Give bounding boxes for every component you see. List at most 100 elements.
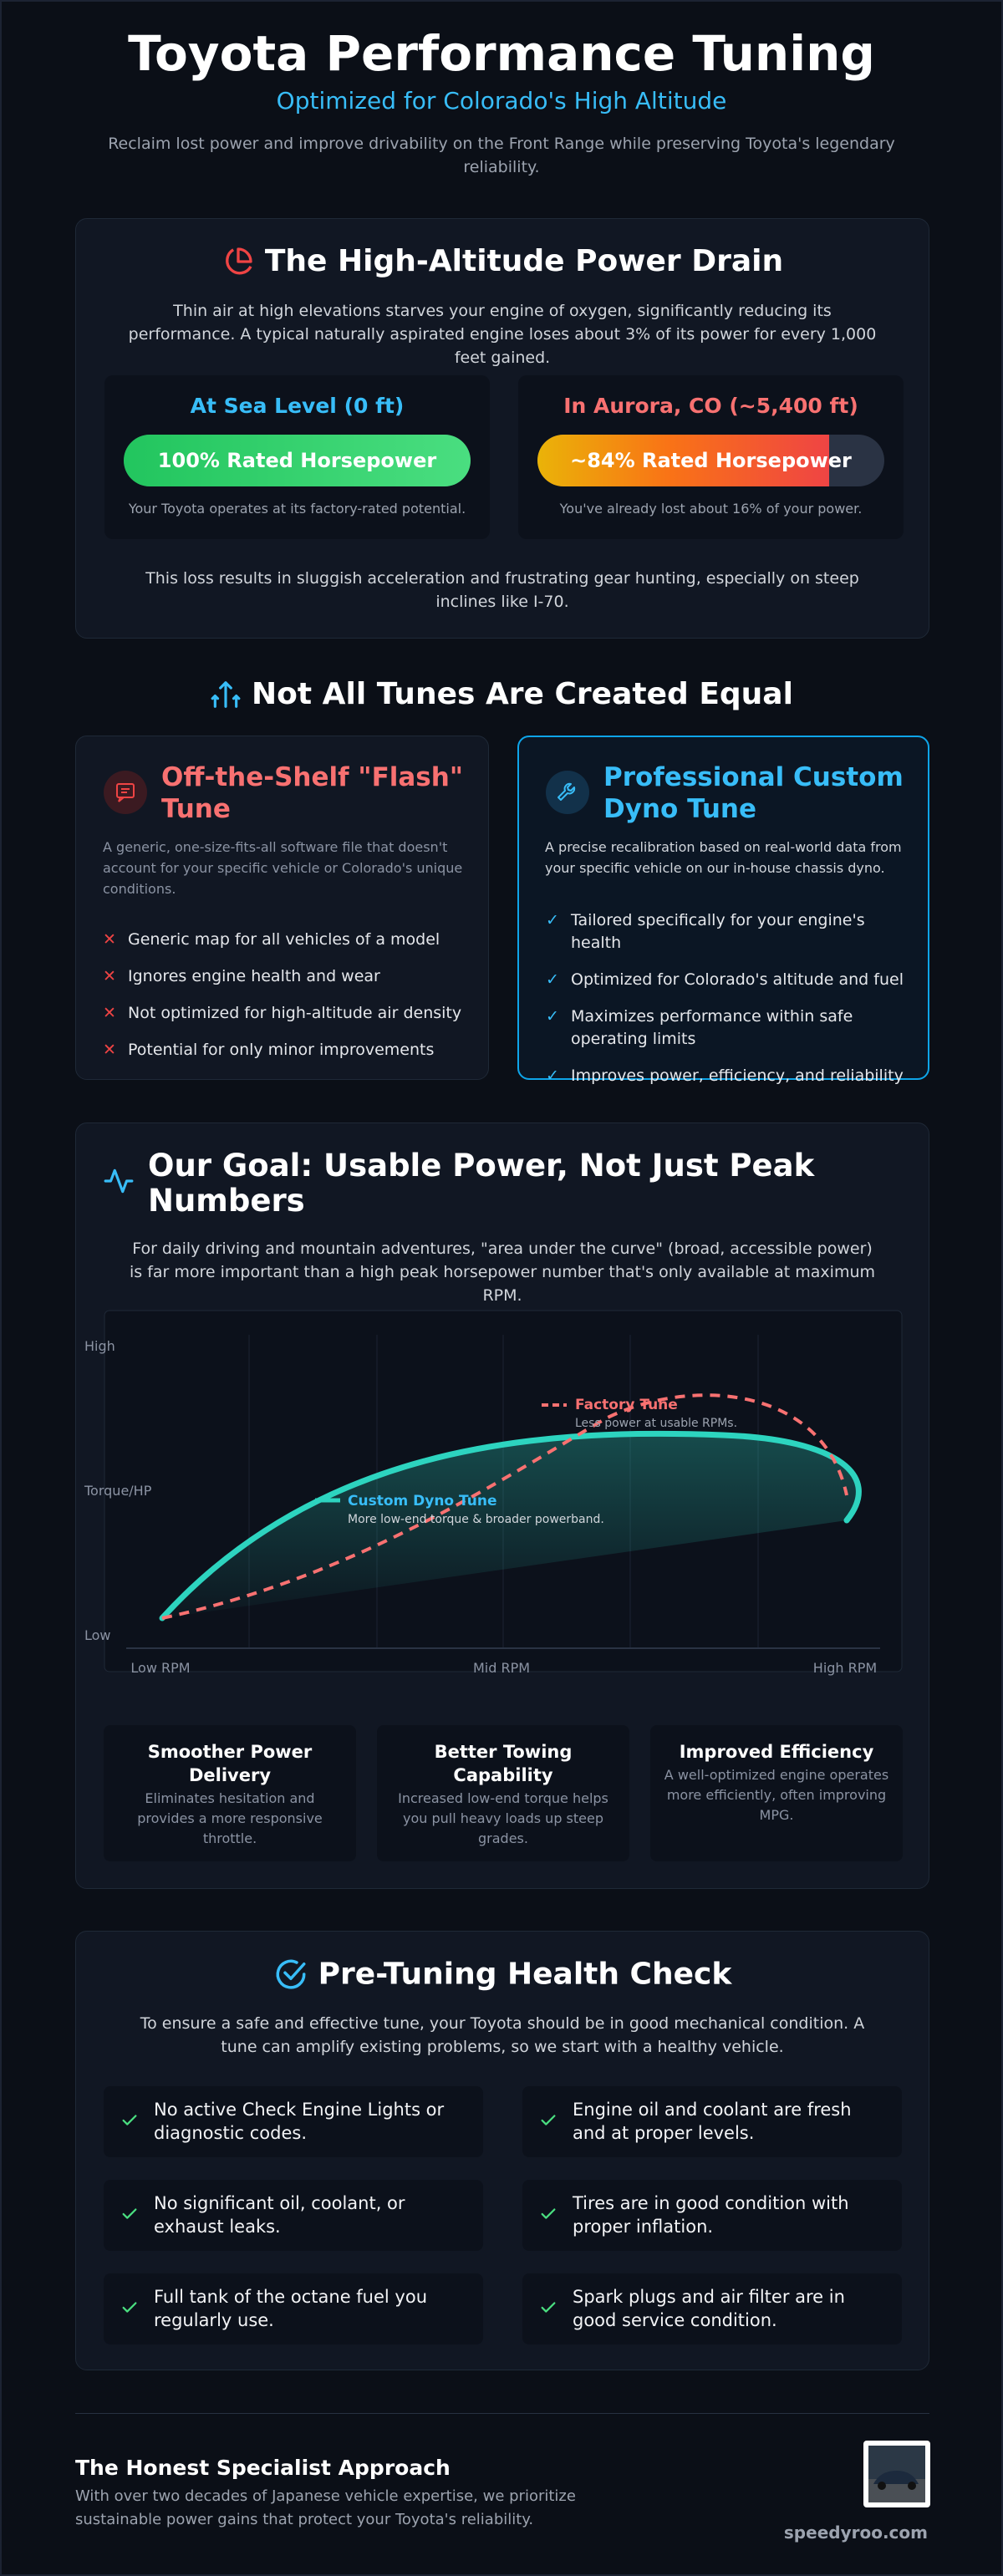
- list-item: ✕ Potential for only minor improvements: [103, 1039, 471, 1061]
- check-text: No active Check Engine Lights or diagnos…: [154, 2100, 445, 2143]
- list-item: ✕ Not optimized for high-altitude air den…: [103, 1002, 471, 1025]
- tunes-heading: Not All Tunes Are Created Equal: [2, 677, 1001, 711]
- legend-label: Custom Dyno Tune: [348, 1493, 497, 1509]
- item-text: Tailored specifically for your engine's …: [571, 911, 865, 952]
- check-icon: [122, 2115, 137, 2125]
- card-description: A generic, one-size-fits-all software fi…: [103, 839, 463, 897]
- legend-note: Less power at usable RPMs.: [575, 1417, 737, 1430]
- cross-icon: ✕: [103, 930, 116, 949]
- benefit-box: Smoother Power Delivery Eliminates hesita…: [104, 1725, 356, 1861]
- benefit-text: Increased low-end torque helps you pull …: [398, 1790, 608, 1846]
- section-intro: For daily driving and mountain adventure…: [129, 1240, 876, 1305]
- power-bar: 100% Rated Horsepower: [124, 435, 471, 486]
- health-heading: Pre-Tuning Health Check: [76, 1957, 929, 1992]
- cross-icon: ✕: [103, 967, 116, 985]
- check-circle-icon: [276, 1959, 306, 1989]
- area-under-curve: [162, 1433, 859, 1618]
- check-text: Engine oil and coolant are fresh and at …: [573, 2100, 852, 2143]
- power-bar-fill: [537, 435, 829, 486]
- card-title: Professional Custom Dyno Tune: [603, 762, 904, 824]
- item-text: Maximizes performance within safe operat…: [571, 1007, 853, 1048]
- y-label: Low: [84, 1627, 111, 1643]
- legend-label: Factory Tune: [575, 1397, 678, 1413]
- check-icon: [541, 2302, 556, 2313]
- card-description: A precise recalibration based on real-wo…: [545, 839, 902, 876]
- check-icon: ✓: [546, 911, 559, 929]
- item-text: Potential for only minor improvements: [128, 1041, 435, 1059]
- legend-note: More low-end torque & broader powerband.: [348, 1513, 604, 1526]
- check-icon: ✓: [546, 1067, 559, 1085]
- bar-label: 100% Rated Horsepower: [157, 449, 437, 472]
- box-note: You've already lost about 16% of your po…: [559, 501, 863, 517]
- benefit-text: A well-optimized engine operates more ef…: [664, 1767, 889, 1823]
- list-item: ✕ Ignores engine health and wear: [103, 965, 471, 988]
- x-label: High RPM: [813, 1660, 877, 1676]
- power-bar-fill: [124, 435, 471, 486]
- power-drain-card: The High-Altitude Power Drain Thin air a…: [75, 218, 929, 639]
- divider: [75, 2413, 929, 2414]
- check-text: Spark plugs and air filter are in good s…: [573, 2287, 845, 2330]
- benefit-title: Improved Efficiency: [679, 1742, 874, 1762]
- power-bar: ~84% Rated Horsepower: [537, 435, 884, 486]
- section-title: Pre-Tuning Health Check: [318, 1957, 732, 1992]
- bar-label: ~84% Rated Horsepower: [570, 449, 852, 472]
- factory-curve: [161, 1393, 848, 1620]
- chat-icon: [104, 771, 147, 814]
- footer-text: With over two decades of Japanese vehicl…: [75, 2487, 576, 2528]
- box-label: At Sea Level (0 ft): [190, 394, 405, 418]
- custom-tune-card: Professional Custom Dyno Tune A precise …: [517, 736, 929, 1085]
- check-item: Full tank of the octane fuel you regular…: [104, 2273, 483, 2344]
- wrench-icon: [546, 771, 589, 814]
- list-item: ✓ Optimized for Colorado's altitude and f…: [546, 969, 911, 991]
- check-icon: ✓: [546, 970, 559, 989]
- list-item: ✓ Improves power, efficiency, and reliabi…: [546, 1065, 911, 1087]
- section-intro: To ensure a safe and effective tune, you…: [140, 2014, 865, 2056]
- list-item: ✓ Tailored specifically for your engine's…: [546, 909, 911, 955]
- list-item: ✕ Generic map for all vehicles of a model: [103, 929, 471, 951]
- benefit-title: Smoother Power Delivery: [147, 1742, 313, 1785]
- activity-icon: [104, 1168, 134, 1194]
- x-label: Mid RPM: [473, 1660, 530, 1676]
- y-label: Torque/HP: [84, 1483, 152, 1499]
- pie-icon: [225, 247, 252, 274]
- check-item: Spark plugs and air filter are in good s…: [522, 2273, 902, 2344]
- check-icon: [541, 2115, 556, 2125]
- check-icon: ✓: [546, 1007, 559, 1026]
- section-intro: Thin air at high elevations starves your…: [128, 302, 877, 367]
- page-subtitle: Optimized for Colorado's High Altitude: [276, 87, 727, 115]
- check-item: Engine oil and coolant are fresh and at …: [522, 2086, 902, 2157]
- x-label: Low RPM: [130, 1660, 190, 1676]
- page-title: Toyota Performance Tuning: [128, 25, 875, 82]
- check-item: No active Check Engine Lights or diagnos…: [104, 2086, 483, 2157]
- benefit-text: Eliminates hesitation and provides a mor…: [137, 1790, 323, 1846]
- item-text: Improves power, efficiency, and reliabil…: [571, 1067, 904, 1085]
- box-note: Your Toyota operates at its factory-rate…: [128, 501, 466, 517]
- page-description: Reclaim lost power and improve drivabili…: [108, 135, 895, 176]
- aurora-box: In Aurora, CO (~5,400 ft) ~84% Rated Hor…: [518, 375, 904, 539]
- section-title: Our Goal: Usable Power, Not Just Peak Nu…: [148, 1148, 815, 1219]
- item-text: Not optimized for high-altitude air dens…: [128, 1004, 462, 1022]
- benefit-box: Better Towing Capability Increased low-en…: [377, 1725, 629, 1861]
- section-title: The High-Altitude Power Drain: [264, 244, 784, 278]
- section-title: Not All Tunes Are Created Equal: [252, 677, 793, 711]
- box-label: In Aurora, CO (~5,400 ft): [563, 394, 858, 418]
- benefit-box: Improved Efficiency A well-optimized engi…: [650, 1725, 903, 1861]
- cross-icon: ✕: [103, 1041, 116, 1059]
- check-text: No significant oil, coolant, or exhaust …: [154, 2193, 405, 2237]
- check-icon: [541, 2208, 556, 2219]
- check-icon: [122, 2208, 137, 2219]
- power-drain-heading: The High-Altitude Power Drain: [76, 244, 929, 278]
- y-label: High: [84, 1338, 115, 1354]
- compare-icon: [211, 680, 241, 708]
- check-text: Full tank of the octane fuel you regular…: [154, 2287, 428, 2330]
- check-text: Tires are in good condition with proper …: [573, 2193, 849, 2237]
- logo-photo: [863, 2441, 930, 2507]
- card-title: Off-the-Shelf "Flash" Tune: [161, 762, 463, 824]
- check-item: No significant oil, coolant, or exhaust …: [104, 2180, 483, 2251]
- check-item: Tires are in good condition with proper …: [522, 2180, 902, 2251]
- item-text: Generic map for all vehicles of a model: [128, 930, 440, 949]
- footer-site: speedyroo.com: [783, 2523, 928, 2543]
- list-item: ✓ Maximizes performance within safe opera…: [546, 1005, 911, 1051]
